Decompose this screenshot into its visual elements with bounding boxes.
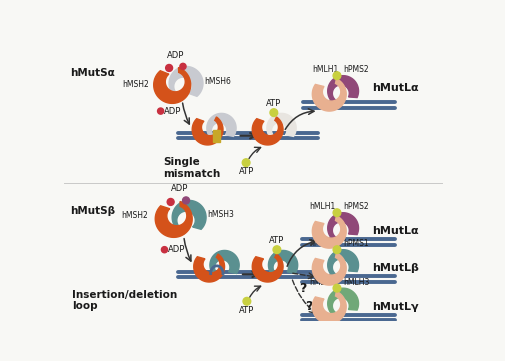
Circle shape	[180, 63, 186, 70]
Circle shape	[270, 109, 278, 117]
Polygon shape	[210, 251, 239, 278]
Text: ATP: ATP	[239, 306, 255, 315]
Circle shape	[167, 199, 174, 205]
Text: ?: ?	[306, 300, 313, 313]
Polygon shape	[207, 113, 236, 141]
Bar	[214, 272, 220, 277]
Circle shape	[162, 247, 168, 253]
Text: ADP: ADP	[171, 184, 188, 193]
Polygon shape	[252, 117, 283, 145]
Circle shape	[242, 159, 250, 166]
Polygon shape	[328, 250, 359, 280]
Text: ATP: ATP	[269, 236, 284, 245]
Text: ?: ?	[299, 282, 307, 295]
Polygon shape	[312, 216, 346, 248]
Text: Insertion/deletion
loop: Insertion/deletion loop	[72, 290, 177, 311]
Text: hMutLα: hMutLα	[372, 226, 419, 236]
Circle shape	[333, 246, 341, 253]
Polygon shape	[155, 201, 192, 238]
Circle shape	[273, 246, 281, 253]
Polygon shape	[312, 253, 346, 285]
Text: hMSH6: hMSH6	[205, 77, 231, 86]
Text: hMutLγ: hMutLγ	[372, 302, 419, 312]
Text: ATP: ATP	[266, 99, 281, 108]
Polygon shape	[154, 68, 191, 103]
Text: hMutLβ: hMutLβ	[372, 263, 419, 273]
Circle shape	[158, 108, 164, 114]
Polygon shape	[169, 66, 203, 99]
Text: Single
mismatch: Single mismatch	[163, 157, 220, 179]
Text: hMSH2: hMSH2	[122, 81, 149, 90]
Text: hMutLα: hMutLα	[372, 83, 419, 93]
Text: hMLH1: hMLH1	[309, 202, 335, 211]
Circle shape	[166, 65, 173, 71]
Circle shape	[333, 72, 341, 79]
Text: hMLH1: hMLH1	[309, 239, 335, 248]
Text: hMutSβ: hMutSβ	[71, 206, 116, 216]
Circle shape	[333, 284, 341, 292]
Text: ADP: ADP	[164, 106, 181, 116]
Polygon shape	[312, 291, 346, 323]
Text: ATP: ATP	[238, 167, 254, 176]
Polygon shape	[192, 117, 223, 145]
Polygon shape	[172, 200, 206, 234]
Polygon shape	[252, 254, 283, 282]
Text: hMLH1: hMLH1	[309, 278, 335, 287]
Circle shape	[243, 297, 250, 305]
Circle shape	[183, 197, 189, 204]
Polygon shape	[194, 254, 225, 282]
Text: hMLH3: hMLH3	[343, 278, 370, 287]
Polygon shape	[269, 251, 297, 278]
Text: hPMS2: hPMS2	[343, 65, 369, 74]
Text: ADP: ADP	[168, 245, 185, 254]
Circle shape	[333, 209, 341, 217]
Polygon shape	[328, 76, 359, 105]
Text: hMLH1: hMLH1	[312, 65, 338, 74]
Text: hMSH2: hMSH2	[121, 211, 147, 220]
Text: ADP: ADP	[167, 51, 184, 60]
Text: hMutSα: hMutSα	[71, 68, 115, 78]
Text: hPMS2: hPMS2	[343, 202, 369, 211]
Polygon shape	[328, 288, 359, 318]
Polygon shape	[267, 113, 296, 141]
Text: hMSH3: hMSH3	[208, 210, 234, 219]
Text: hPMS1: hPMS1	[343, 239, 369, 248]
Polygon shape	[312, 79, 346, 111]
Polygon shape	[328, 213, 359, 243]
Bar	[213, 130, 220, 142]
